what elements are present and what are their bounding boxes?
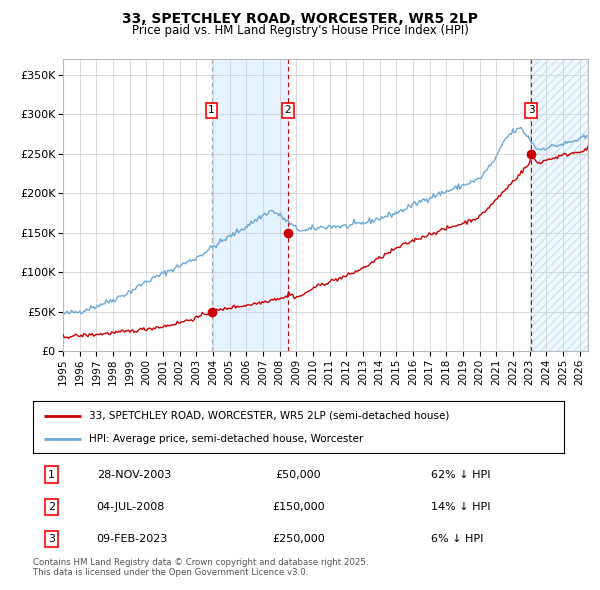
Text: £50,000: £50,000 — [275, 470, 322, 480]
Text: 09-FEB-2023: 09-FEB-2023 — [97, 534, 168, 544]
Text: £150,000: £150,000 — [272, 502, 325, 512]
Text: 3: 3 — [48, 534, 55, 544]
Bar — [532, 59, 588, 351]
Text: 3: 3 — [528, 105, 535, 115]
Text: 33, SPETCHLEY ROAD, WORCESTER, WR5 2LP: 33, SPETCHLEY ROAD, WORCESTER, WR5 2LP — [122, 12, 478, 26]
Text: HPI: Average price, semi-detached house, Worcester: HPI: Average price, semi-detached house,… — [89, 434, 363, 444]
Text: Contains HM Land Registry data © Crown copyright and database right 2025.
This d: Contains HM Land Registry data © Crown c… — [33, 558, 368, 577]
Text: 04-JUL-2008: 04-JUL-2008 — [97, 502, 165, 512]
Text: £250,000: £250,000 — [272, 534, 325, 544]
Text: 1: 1 — [208, 105, 215, 115]
Text: 6% ↓ HPI: 6% ↓ HPI — [431, 534, 484, 544]
Text: 1: 1 — [48, 470, 55, 480]
Bar — [212, 59, 288, 351]
Text: 62% ↓ HPI: 62% ↓ HPI — [431, 470, 491, 480]
Text: 2: 2 — [48, 502, 55, 512]
Text: Price paid vs. HM Land Registry's House Price Index (HPI): Price paid vs. HM Land Registry's House … — [131, 24, 469, 37]
Text: 33, SPETCHLEY ROAD, WORCESTER, WR5 2LP (semi-detached house): 33, SPETCHLEY ROAD, WORCESTER, WR5 2LP (… — [89, 411, 449, 421]
Text: 2: 2 — [284, 105, 292, 115]
Text: 28-NOV-2003: 28-NOV-2003 — [97, 470, 171, 480]
Text: 14% ↓ HPI: 14% ↓ HPI — [431, 502, 491, 512]
